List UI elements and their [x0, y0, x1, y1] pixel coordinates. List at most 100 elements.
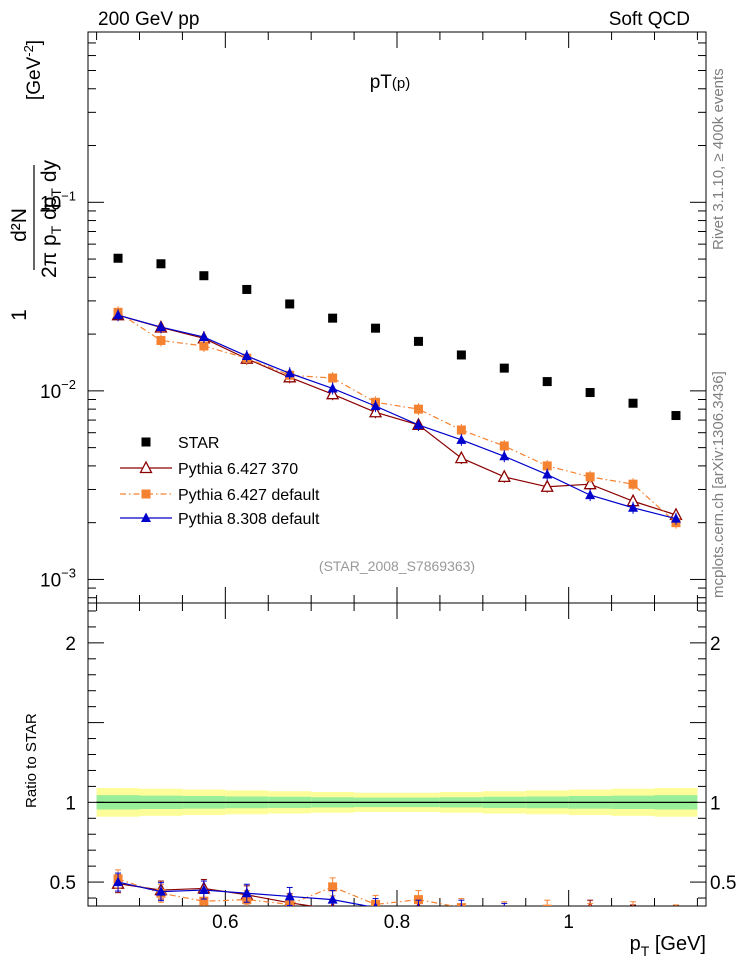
data-point-p6def: [456, 425, 466, 435]
mcplots-label: mcplots.cern.ch [arXiv:1306.3436]: [710, 371, 727, 598]
ratio-y-tick-label-right: 0.5: [710, 873, 736, 894]
legend-label: STAR: [178, 435, 219, 452]
ylabel-unit: [GeV-2]: [21, 40, 45, 100]
ratio-uncertainty-band: [96, 787, 698, 817]
data-point-star: [585, 388, 595, 398]
ratio-point-p6def: [629, 906, 638, 915]
ratio-point-p8def: [460, 903, 463, 906]
ratio-y-tick-label-left: 0.5: [50, 873, 76, 894]
ylabel-den-sub1: T: [48, 225, 64, 234]
data-point-p8def: [628, 502, 639, 512]
header-right-label: Soft QCD: [609, 9, 690, 30]
legend-item-p8def: Pythia 8.308 default: [120, 511, 320, 528]
ratio-line-p8def: [117, 881, 371, 906]
ratio-series-p8def: [113, 872, 681, 922]
x-axis-label: pT [GeV]: [630, 933, 706, 959]
ylabel-unit-end: ]: [24, 40, 45, 45]
ylabel-prefix: 1: [8, 309, 31, 321]
data-point-p8def: [585, 489, 596, 500]
series-line-p8def: [117, 314, 677, 520]
data-point-p6def: [413, 404, 423, 414]
ylabel-den-a: 2π p: [38, 234, 61, 278]
data-point-p8def: [155, 321, 166, 332]
series-star: [113, 253, 681, 421]
y-tick-label-base: 10: [40, 193, 61, 214]
data-point-p6def: [156, 335, 166, 345]
data-point-p370: [497, 469, 511, 482]
data-point-p6def: [628, 479, 638, 489]
plot-title: pT(p): [370, 72, 411, 93]
ratio-point-p8def: [113, 876, 124, 887]
ratio-plot-frame: [87, 602, 707, 907]
y-tick-label: 10−2: [40, 377, 76, 403]
xlabel-unit: [GeV]: [649, 933, 706, 955]
data-point-star: [628, 398, 638, 408]
data-point-p8def: [327, 382, 338, 393]
data-point-p6def: [585, 472, 595, 482]
legend-marker: [141, 512, 151, 522]
series-p8def: [113, 309, 681, 525]
ratio-point-p6def: [500, 906, 509, 915]
analysis-watermark: (STAR_2008_S7869363): [319, 558, 475, 574]
data-point-p8def: [456, 434, 467, 444]
legend-label: Pythia 6.427 default: [178, 487, 320, 504]
ratio-line-p370: [117, 883, 316, 906]
data-point-p8def: [284, 367, 295, 378]
xlabel-sub: T: [641, 943, 650, 959]
data-point-p8def: [413, 419, 424, 429]
ratio-point-p370: [670, 908, 681, 919]
ylabel-den-end: dy: [38, 159, 61, 188]
ratio-point-p370: [542, 911, 553, 922]
data-point-p8def: [499, 450, 510, 461]
data-point-star: [499, 363, 509, 373]
ratio-line-p6def: [117, 878, 457, 906]
ylabel-den-mid: dp: [38, 197, 61, 226]
legend-item-star: STAR: [141, 435, 219, 452]
data-point-p6def: [328, 373, 338, 383]
ratio-point-p8def: [198, 884, 209, 895]
ratio-point-p8def: [628, 912, 638, 922]
ratio-point-p370: [628, 908, 639, 919]
data-point-star: [242, 284, 252, 294]
ratio-point-p8def: [671, 912, 681, 922]
ratio-point-p6def: [671, 909, 680, 918]
ratio-point-p8def: [155, 886, 166, 896]
x-tick-label: 1: [563, 912, 574, 933]
ratio-point-p8def: [542, 910, 552, 920]
data-point-star: [328, 313, 338, 323]
legend-label: Pythia 8.308 default: [178, 511, 320, 528]
ylabel-unit-sup: -2: [21, 45, 36, 57]
y-tick-label-base: 10: [40, 570, 61, 591]
data-point-p370: [540, 479, 554, 492]
x-tick-label: 0.6: [212, 912, 238, 933]
y-tick-label-exp: −1: [61, 188, 76, 203]
ratio-point-p8def: [284, 890, 295, 901]
ratio-point-p370: [375, 904, 377, 906]
ratio-point-p8def: [327, 894, 338, 904]
ylabel-numerator: d²N: [8, 208, 31, 242]
data-point-star: [285, 299, 295, 309]
data-point-p8def: [241, 350, 252, 361]
data-point-star: [542, 377, 552, 387]
ratio-series-layer: [111, 869, 681, 922]
rivet-label: Rivet 3.1.10, ≥ 400k events: [710, 68, 727, 250]
data-point-p8def: [670, 513, 681, 523]
ratio-point-p370: [456, 910, 467, 921]
ratio-point-p8def: [499, 907, 509, 917]
plot-title-sub: (p): [392, 75, 410, 92]
main-series-layer: [111, 253, 683, 529]
ylabel-fraction-number: d²N: [8, 208, 31, 242]
data-point-p370: [454, 450, 468, 464]
data-point-star: [156, 259, 166, 269]
legend-item-p370: Pythia 6.427 370: [120, 460, 298, 478]
data-point-star: [371, 323, 381, 333]
legend-marker: [139, 460, 153, 474]
legend-item-p6def: Pythia 6.427 default: [120, 487, 320, 504]
ratio-point-p8def: [241, 887, 252, 898]
legend-label: Pythia 6.427 370: [178, 461, 298, 478]
data-point-p6def: [542, 461, 552, 471]
series-line-p370: [117, 314, 677, 516]
ratio-point-p6def: [328, 882, 338, 892]
y-tick-label: 10−3: [40, 565, 76, 591]
